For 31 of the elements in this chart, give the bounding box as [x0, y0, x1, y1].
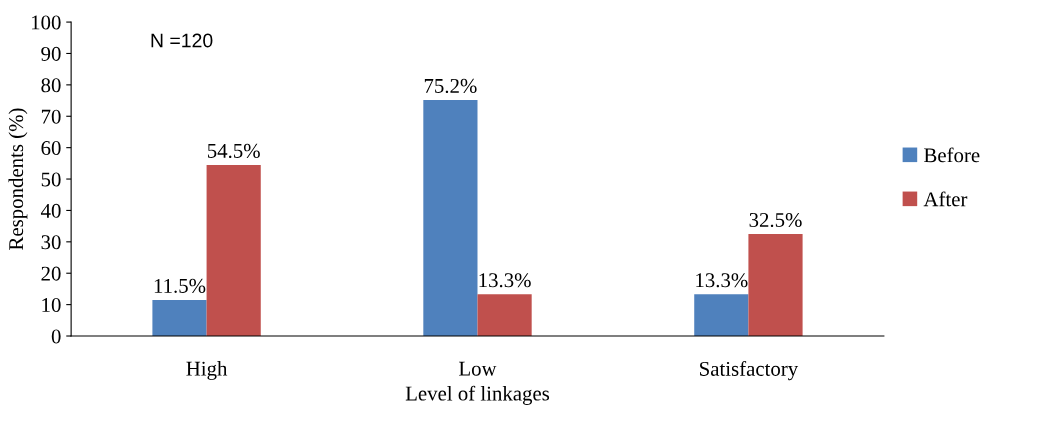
data-label: 13.3% — [696, 273, 748, 288]
legend-label: After — [923, 191, 968, 207]
bar — [152, 299, 207, 337]
y-tick-label: 0 — [51, 329, 61, 344]
data-label: 75.2% — [424, 78, 477, 94]
y-axis-title: Respondents (%) — [8, 108, 28, 250]
bar — [206, 164, 261, 337]
x-axis-title: Level of linkages — [405, 385, 550, 405]
x-tick-label: Low — [459, 361, 497, 376]
bar — [694, 294, 749, 337]
y-tick-label: 30 — [41, 235, 61, 250]
y-tick-label: 80 — [41, 78, 61, 93]
legend-label: Before — [924, 147, 980, 163]
y-tick-label: 60 — [41, 141, 61, 156]
bar — [423, 99, 478, 337]
data-label: 13.3% — [479, 273, 531, 288]
y-tick-label: 40 — [40, 203, 61, 218]
y-tick-label: 20 — [41, 266, 61, 281]
y-tick-label: 10 — [42, 297, 61, 313]
bar — [748, 233, 803, 337]
data-label: 11.5% — [154, 278, 206, 293]
y-tick-label: 50 — [41, 172, 61, 187]
data-label: 54.5% — [207, 143, 260, 158]
x-tick-label: Satisfactory — [700, 361, 799, 381]
bar — [477, 294, 532, 337]
x-tick-label: High — [186, 361, 228, 380]
y-tick-label: 70 — [41, 109, 61, 124]
data-label: 32.5% — [749, 212, 802, 228]
y-tick-label: 100 — [31, 15, 61, 30]
annotation: N =120 — [151, 33, 213, 48]
y-tick-label: 90 — [41, 46, 61, 61]
